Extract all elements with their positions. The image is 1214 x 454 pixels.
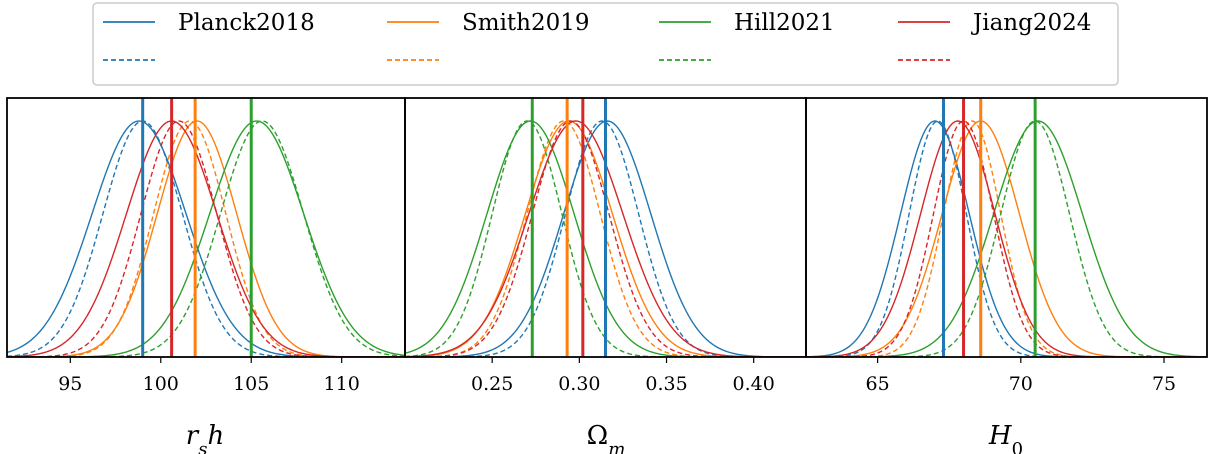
legend: Planck2018 Smith2019 Hill2021 Jiang2024 [92,2,1119,86]
x-tick-label: 100 [143,373,179,395]
hill2021-dashed-curve [806,120,1207,357]
axis-titles: rsh Ωm H0 [186,421,1023,454]
panel-omega-m: 0.25 0.30 0.35 0.40 [404,97,807,395]
smith2019-dashed-curve [7,120,405,357]
x-tick-label: 0.35 [645,373,687,395]
x-tick-label: 65 [866,373,890,395]
xlabel-h0: H0 [988,421,1023,454]
legend-entry-jiang2024: Jiang2024 [898,10,1091,61]
jiang2024-solid-curve [7,120,405,357]
legend-frame [92,2,1119,86]
jiang2024-solid-curve [806,120,1207,357]
legend-label: Jiang2024 [971,10,1091,36]
hill2021-solid-curve [806,120,1207,357]
x-tick-label: 95 [58,373,82,395]
panel-h0: 65 70 75 [805,97,1208,395]
x-tick-label: 70 [1009,373,1033,395]
curves [806,120,1207,357]
hill2021-dashed-curve [7,120,405,357]
panel-frame [805,97,1208,358]
xlabel-rsh: rsh [186,421,224,454]
legend-label: Planck2018 [178,10,315,36]
hill2021-solid-curve [7,120,405,357]
x-tick-label: 110 [324,373,360,395]
legend-label: Hill2021 [734,10,835,36]
x-tick-label: 0.30 [558,373,600,395]
xlabel-omega-m: Ωm [587,421,626,454]
x-tick-label: 105 [233,373,269,395]
x-tick-label: 0.40 [733,373,775,395]
panel-rsh: 95 100 105 110 [6,97,406,395]
smith2019-solid-curve [806,120,1207,357]
planck2018-dashed-curve [806,120,1207,357]
legend-entry-hill2021: Hill2021 [659,10,835,61]
planck2018-dashed-curve [7,120,405,357]
legend-label: Smith2019 [462,10,590,36]
planck2018-solid-curve [7,120,405,357]
planck2018-solid-curve [806,120,1207,357]
x-tick-label: 0.25 [471,373,513,395]
legend-entry-smith2019: Smith2019 [387,10,590,61]
legend-entry-planck2018: Planck2018 [103,10,315,61]
curves [7,120,405,357]
jiang2024-dashed-curve [806,120,1207,357]
x-tick-label: 75 [1152,373,1176,395]
smith2019-dashed-curve [806,120,1207,357]
jiang2024-dashed-curve [7,120,405,357]
smith2019-solid-curve [7,120,405,357]
